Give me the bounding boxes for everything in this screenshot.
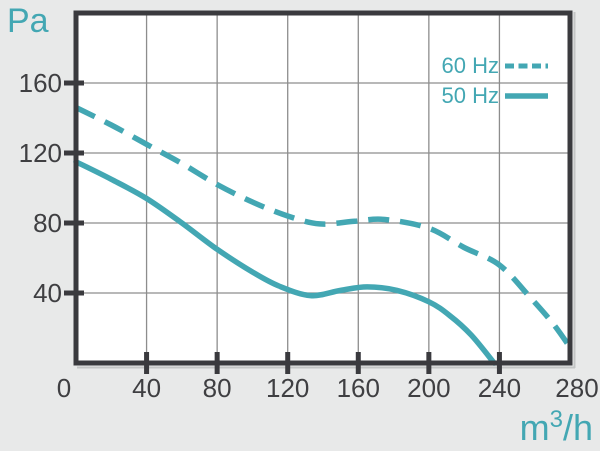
legend-solid-line-sample xyxy=(505,93,548,99)
y-tick-label: 160 xyxy=(19,68,62,98)
x-unit-base: m xyxy=(519,407,550,448)
x-unit-superscript: 3 xyxy=(549,406,563,433)
y-tick-label: 80 xyxy=(33,208,62,238)
y-tick-label: 40 xyxy=(33,278,62,308)
x-tick-label: 200 xyxy=(407,373,450,403)
x-tick-label: 80 xyxy=(203,373,232,403)
plot-border xyxy=(73,10,573,366)
curve-50hz xyxy=(73,159,497,366)
x-tick-label: 0 xyxy=(57,373,71,403)
legend-entry-60hz: 60 Hz xyxy=(423,51,548,81)
x-tick-label: 120 xyxy=(266,373,309,403)
x-axis-unit-label: m3/h xyxy=(519,407,593,448)
x-tick-label: 160 xyxy=(337,373,380,403)
y-axis-unit-label: Pa xyxy=(7,2,49,40)
legend-entry-50hz: 50 Hz xyxy=(423,81,548,111)
legend-label-50hz: 50 Hz xyxy=(441,83,499,108)
legend-label-60hz: 60 Hz xyxy=(441,53,499,78)
x-tick-label: 240 xyxy=(478,373,521,403)
x-tick-label: 280 xyxy=(555,373,598,403)
legend-dashed-line-sample xyxy=(505,63,548,69)
x-tick-label: 40 xyxy=(132,373,161,403)
x-unit-rest: /h xyxy=(562,407,593,448)
chart-legend: 60 Hz 50 Hz xyxy=(423,51,548,111)
plot-area xyxy=(76,13,570,363)
curve-60hz xyxy=(74,105,573,349)
y-tick-label: 120 xyxy=(19,138,62,168)
